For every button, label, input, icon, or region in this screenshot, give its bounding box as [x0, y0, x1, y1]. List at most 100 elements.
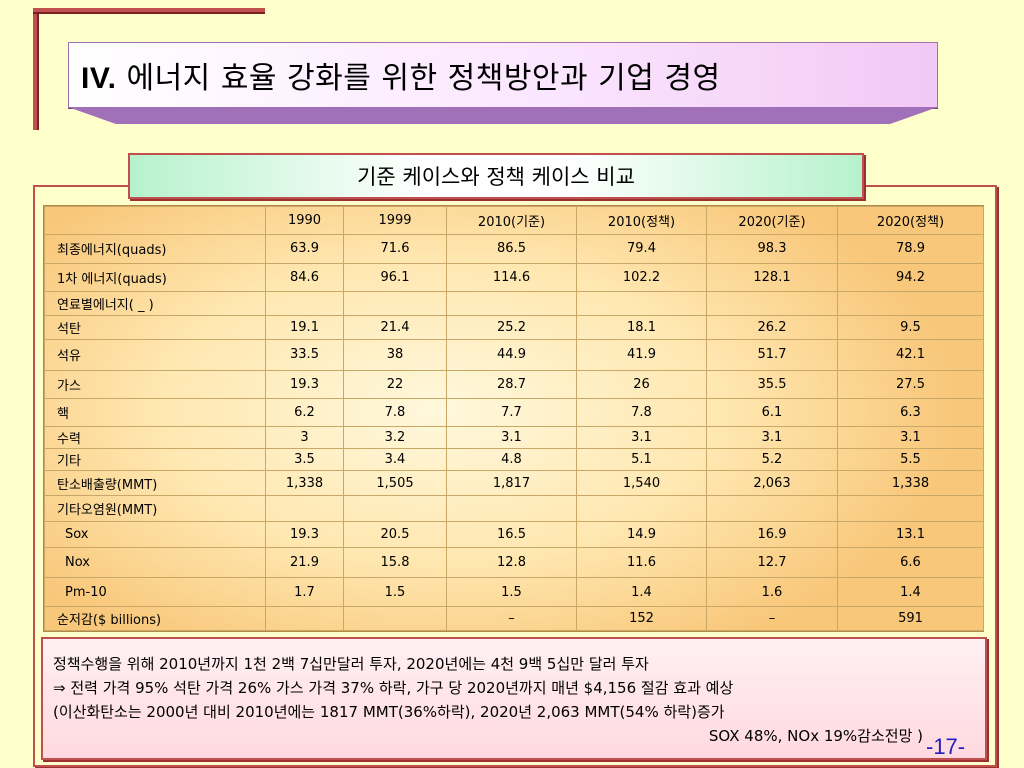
table-cell: 86.5 [446, 234, 577, 264]
table-cell [343, 290, 447, 317]
table-cell: 1.7 [265, 577, 344, 607]
table-cell: 26 [576, 369, 707, 399]
table-cell: 16.5 [446, 520, 577, 549]
table-cell: 96.1 [343, 262, 447, 292]
comparison-table-container: 1990 1999 2010(기준) 2010(정책) 2020(기준) 2020(정책)… [43, 205, 984, 632]
table-cell [837, 290, 984, 317]
page-title: IV. 에너지 효율 강화를 위한 정책방안과 기업 경영 [81, 53, 721, 97]
table-cell: 1.5 [446, 577, 577, 607]
note-line-4: SOX 48%, NOx 19%감소전망 ) [708, 727, 923, 745]
row-label: 기타 [44, 448, 266, 472]
table-header-cell: 1999 [343, 205, 447, 236]
table-cell: 9.5 [837, 315, 984, 341]
table-cell: 84.6 [265, 262, 344, 292]
table-row: 순저감($ billions) –152–591 [44, 605, 984, 632]
table-cell: 41.9 [576, 339, 707, 371]
table-cell: 1,338 [837, 470, 984, 496]
table-row: Pm-10 1.7 1.5 1.5 1.4 1.6 1.4 [44, 577, 984, 607]
corner-decoration-horizontal [33, 8, 265, 14]
row-label: 최종에너지(quads) [44, 234, 266, 264]
table-cell [837, 494, 984, 522]
row-label: 수력 [44, 426, 266, 450]
title-bevel [68, 107, 938, 124]
table-row: 탄소배출량(MMT) 1,338 1,505 1,817 1,540 2,063 1,338 [44, 470, 984, 496]
table-row: 기타오염원(MMT) [44, 494, 984, 522]
table-cell: 13.1 [837, 520, 984, 549]
table-cell: – [446, 605, 577, 632]
table-cell: 3.1 [446, 426, 577, 450]
table-cell [446, 494, 577, 522]
table-cell [446, 290, 577, 317]
table-header-cell: 2020(기준) [706, 205, 838, 236]
table-cell: 94.2 [837, 262, 984, 292]
page-number: -17- [926, 734, 966, 759]
table-cell: 35.5 [706, 369, 838, 399]
table-cell: 18.1 [576, 315, 707, 341]
table-cell: 98.3 [706, 234, 838, 264]
table-cell: 1.4 [837, 577, 984, 607]
table-row: 최종에너지(quads) 63.9 71.6 86.5 79.4 98.3 78.9 [44, 234, 984, 264]
table-cell: 1,817 [446, 470, 577, 496]
table-cell: 78.9 [837, 234, 984, 264]
row-label: 1차 에너지(quads) [44, 262, 266, 292]
table-cell: 114.6 [446, 262, 577, 292]
table-cell: 19.1 [265, 315, 344, 341]
table-cell: 7.8 [576, 397, 707, 428]
table-cell: 4.8 [446, 448, 577, 472]
table-cell: 1.4 [576, 577, 707, 607]
table-cell: 12.7 [706, 547, 838, 579]
table-row: 연료별에너지( _ ) [44, 290, 984, 317]
table-cell: 28.7 [446, 369, 577, 399]
table-cell: 26.2 [706, 315, 838, 341]
table-cell: 3 [265, 426, 344, 450]
table-cell: 152 [576, 605, 707, 632]
table-cell: 42.1 [837, 339, 984, 371]
table-cell: 5.1 [576, 448, 707, 472]
table-cell: 21.9 [265, 547, 344, 579]
table-cell: 591 [837, 605, 984, 632]
note-line-1: 정책수행을 위해 2010년까지 1천 2백 7십만달러 투자, 2020년에는… [53, 655, 649, 673]
table-cell [576, 494, 707, 522]
table-cell: 44.9 [446, 339, 577, 371]
table-cell: 16.9 [706, 520, 838, 549]
table-cell [343, 605, 447, 632]
corner-decoration-vertical [33, 8, 39, 130]
table-cell [265, 290, 344, 317]
table-cell: 33.5 [265, 339, 344, 371]
note-line-3: (이산화탄소는 2000년 대비 2010년에는 1817 MMT(36%하락)… [53, 703, 725, 721]
table-cell: 25.2 [446, 315, 577, 341]
table-cell [265, 605, 344, 632]
subtitle-banner: 기준 케이스와 정책 케이스 비교 [128, 153, 864, 199]
table-cell: 1.5 [343, 577, 447, 607]
table-cell: 6.3 [837, 397, 984, 428]
table-cell [706, 494, 838, 522]
table-cell: 11.6 [576, 547, 707, 579]
table-row: 가스 19.3 22 28.7 26 35.5 27.5 [44, 369, 984, 399]
table-cell: 7.7 [446, 397, 577, 428]
table-cell: 19.3 [265, 520, 344, 549]
table-cell: 71.6 [343, 234, 447, 264]
table-row: 수력 3 3.2 3.1 3.1 3.1 3.1 [44, 426, 984, 450]
table-header-cell: 1990 [265, 205, 344, 236]
title-banner: IV. 에너지 효율 강화를 위한 정책방안과 기업 경영 [68, 42, 938, 108]
table-cell: 3.2 [343, 426, 447, 450]
table-cell: – [706, 605, 838, 632]
table-cell: 2,063 [706, 470, 838, 496]
table-header-cell: 2010(정책) [576, 205, 707, 236]
table-row: Sox 19.3 20.5 16.5 14.9 16.9 13.1 [44, 520, 984, 549]
row-label: 핵 [44, 397, 266, 428]
row-label: 가스 [44, 369, 266, 399]
row-label: Sox [44, 520, 266, 549]
summary-note: 정책수행을 위해 2010년까지 1천 2백 7십만달러 투자, 2020년에는… [41, 637, 987, 760]
table-header-cell: 2020(정책) [837, 205, 984, 236]
table-row: Nox 21.9 15.8 12.8 11.6 12.7 6.6 [44, 547, 984, 579]
table-cell: 1.6 [706, 577, 838, 607]
table-row: 1차 에너지(quads) 84.6 96.1 114.6 102.2 128.1 94.2 [44, 262, 984, 292]
table-cell: 6.1 [706, 397, 838, 428]
table-cell: 22 [343, 369, 447, 399]
table-cell: 19.3 [265, 369, 344, 399]
table-cell: 79.4 [576, 234, 707, 264]
row-label: 탄소배출량(MMT) [44, 470, 266, 496]
table-cell: 1,338 [265, 470, 344, 496]
note-line-2: ⇒ 전력 가격 95% 석탄 가격 26% 가스 가격 37% 하락, 가구 당… [53, 679, 734, 697]
